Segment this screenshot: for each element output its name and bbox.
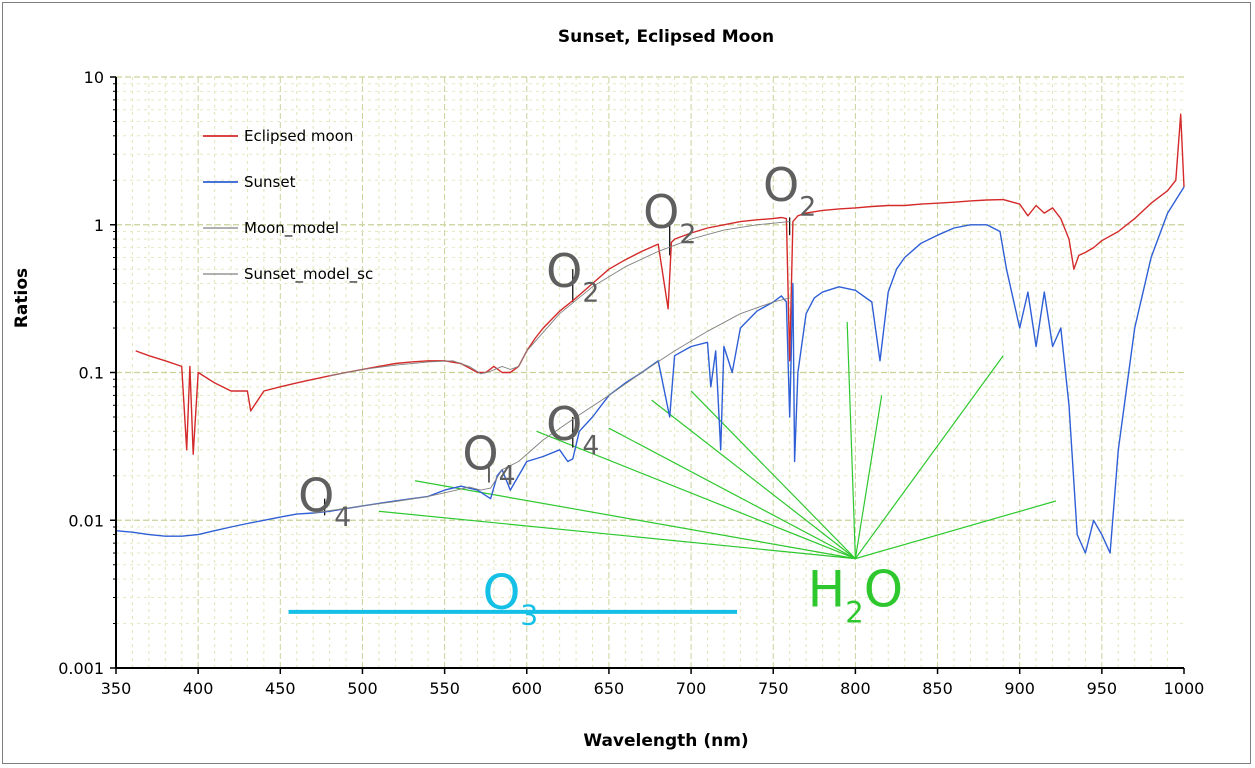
x-tick-label: 650 [594,679,625,698]
series-line-eclipsed-moon [135,113,1185,455]
legend: Eclipsed moon Sunset Moon_model Sunset_mode… [203,127,373,284]
h2o-pointer-line [378,510,856,560]
x-tick-label: 400 [183,679,214,698]
h2o-pointer-line [414,480,856,560]
molecule-label: H2O [808,561,903,630]
legend-label: Eclipsed moon [244,127,353,145]
h2o-pointer-line [651,399,856,560]
axes: 350 400 450 500 550 600 650 700 750 800 850 900 950 1… [58,68,1204,698]
x-tick-label: 600 [511,679,542,698]
legend-label: Sunset [244,173,296,191]
x-tick-label: 550 [429,679,460,698]
series-layer [115,113,1185,554]
y-tick-label: 0.1 [79,364,104,383]
molecule-label: O2 [643,185,696,250]
legend-label: Sunset_model_sc [244,265,373,284]
y-tick-label: 10 [84,68,104,87]
legend-label: Moon_model [244,219,339,238]
h2o-pointer-line [855,500,1057,560]
chart-title: Sunset, Eclipsed Moon [558,27,774,47]
annotation-lines [288,217,1057,614]
molecule-label: O2 [546,244,599,309]
h2o-pointer-line [536,430,856,560]
h2o-pointer-line [854,355,1004,559]
molecule-label: O4 [298,468,351,533]
x-tick-label: 700 [676,679,707,698]
x-tick-label: 950 [1087,679,1118,698]
annotation-labels: O2 O2 O2 O4 O4 O4 O3 H2O [298,158,903,632]
x-tick-label: 500 [347,679,378,698]
x-tick-label: 850 [922,679,953,698]
x-tick-label: 900 [1004,679,1035,698]
y-axis-title: Ratios [12,268,32,328]
x-axis-title: Wavelength (nm) [583,731,748,751]
h2o-pointer-line [854,395,883,559]
y-tick-label: 0.01 [68,511,104,530]
grid [116,76,1184,668]
molecule-label: O4 [546,397,599,462]
series-line-moon-model [329,221,790,377]
molecule-label: O3 [483,565,539,631]
molecule-label: O4 [462,427,515,492]
h2o-pointer-line [608,427,856,560]
x-tick-label: 350 [101,679,132,698]
x-tick-label: 450 [265,679,296,698]
y-tick-label: 0.001 [58,659,104,678]
x-tick-label: 1000 [1164,679,1205,698]
series-line-sunset-model-sc [313,297,790,514]
x-tick-label: 800 [840,679,871,698]
h2o-pointer-line [846,321,856,559]
x-tick-label: 750 [758,679,789,698]
molecule-label: O2 [763,158,816,223]
y-tick-label: 1 [94,216,104,235]
